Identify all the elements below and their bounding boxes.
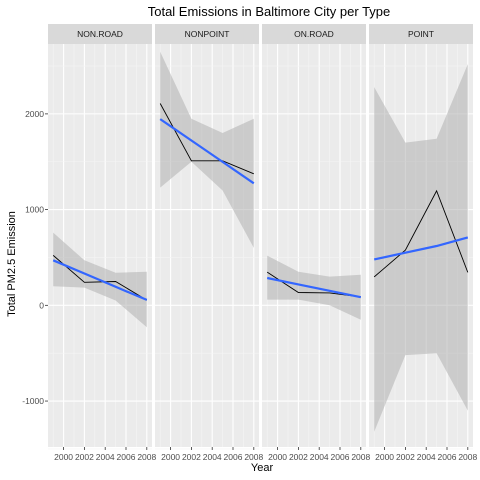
fit-line	[373, 236, 469, 261]
x-tick-label: 2006	[224, 452, 243, 462]
series-line	[52, 255, 148, 301]
y-axis-title: Total PM2.5 Emission	[6, 211, 18, 317]
y-tick-label: 0	[39, 300, 44, 310]
x-tick-label: 2006	[117, 452, 136, 462]
x-tick-label: 2000	[54, 452, 73, 462]
confidence-band	[160, 51, 254, 248]
facet-strip-label: ON.ROAD	[294, 29, 334, 39]
x-tick-label: 2002	[396, 452, 415, 462]
facet-strip-label: POINT	[408, 29, 434, 39]
fit-line	[159, 118, 255, 185]
facet-strip	[262, 24, 366, 44]
facet-strip-label: NON.ROAD	[77, 29, 123, 39]
series-line	[159, 103, 254, 175]
facet-strip	[369, 24, 473, 44]
x-tick-label: 2004	[417, 452, 436, 462]
x-tick-label: 2008	[351, 452, 370, 462]
x-tick-label: 2004	[203, 452, 222, 462]
facet-strip	[48, 24, 152, 44]
facet-panel-nonpoint: NONPOINT 2000 2002 2004 2006 2008	[155, 24, 264, 462]
y-tick-label: 1000	[25, 205, 44, 215]
x-tick-label: 2008	[458, 452, 477, 462]
x-tick-label: 2000	[375, 452, 394, 462]
y-tick-label: -1000	[22, 396, 44, 406]
facet-strip	[155, 24, 259, 44]
x-tick-label: 2000	[268, 452, 287, 462]
y-tick-label: 2000	[25, 109, 44, 119]
series-line	[373, 189, 469, 278]
facet-panel-non-road: NON.ROAD 2000 2002 2004 2006 2008	[48, 24, 157, 462]
x-tick-label: 2000	[161, 452, 180, 462]
facet-panel-on-road: ON.ROAD 2000 2002 2004 2006 2008	[262, 24, 371, 462]
x-tick-label: 2002	[182, 452, 201, 462]
fit-line	[52, 259, 148, 301]
x-tick-label: 2004	[96, 452, 115, 462]
x-tick-label: 2004	[310, 452, 329, 462]
panel-background	[262, 44, 366, 447]
y-axis-ticks: -1000 0 1000 2000	[22, 109, 48, 406]
x-tick-label: 2006	[438, 452, 457, 462]
x-axis-title: Year	[251, 462, 274, 474]
x-tick-label: 2006	[331, 452, 350, 462]
chart-title: Total Emissions in Baltimore City per Ty…	[148, 4, 391, 19]
facet-panel-point: POINT 2000 2002 2004 2006 2008	[369, 24, 478, 462]
confidence-band	[374, 64, 468, 432]
x-tick-label: 2002	[289, 452, 308, 462]
facet-strip-label: NONPOINT	[185, 29, 230, 39]
x-tick-label: 2008	[244, 452, 263, 462]
x-tick-label: 2002	[75, 452, 94, 462]
fit-line	[266, 276, 362, 299]
x-tick-label: 2008	[137, 452, 156, 462]
